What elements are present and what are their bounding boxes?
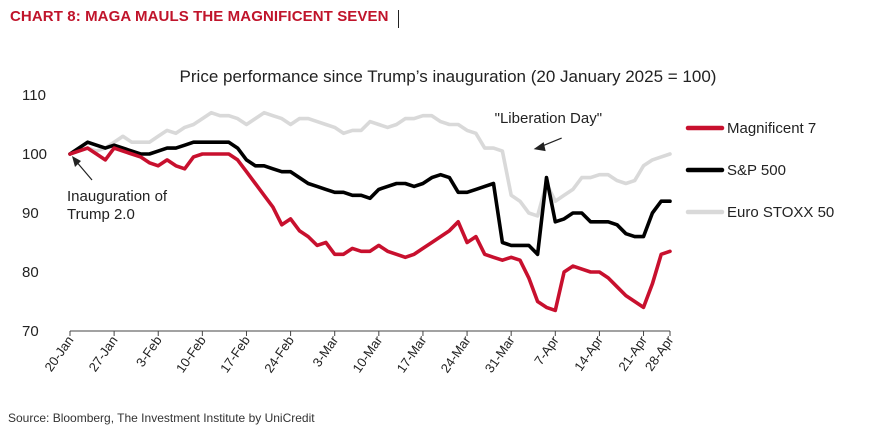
x-axis: 20-Jan 27-Jan 3-Feb 10-Feb 17-Feb 24-Feb 3-Mar… bbox=[41, 330, 677, 376]
x-tick-label: 14-Apr bbox=[571, 333, 606, 374]
magnificent7-line bbox=[68, 146, 672, 313]
y-tick-label: 80 bbox=[22, 264, 39, 281]
x-tick-label: 20-Jan bbox=[41, 333, 76, 374]
x-tick-label: 27-Jan bbox=[85, 333, 120, 374]
x-tick-label: 3-Feb bbox=[133, 333, 165, 369]
liberation-day-arrowhead bbox=[533, 142, 546, 152]
x-tick-label: 17-Mar bbox=[393, 333, 429, 376]
series-layer bbox=[68, 110, 672, 313]
text-cursor bbox=[398, 10, 399, 28]
x-tick-label: 28-Apr bbox=[642, 333, 677, 374]
x-tick-label: 10-Mar bbox=[349, 333, 385, 376]
eurostoxx50-line bbox=[68, 110, 672, 218]
x-tick-label: 3-Mar bbox=[309, 333, 341, 370]
x-tick-label: 7-Apr bbox=[531, 333, 562, 368]
inauguration-label: Inauguration of Trump 2.0 bbox=[67, 188, 168, 223]
x-tick-label: 31-Mar bbox=[482, 333, 518, 376]
legend-label: Euro STOXX 50 bbox=[727, 204, 834, 221]
y-tick-label: 110 bbox=[22, 87, 46, 104]
y-tick-label: 70 bbox=[22, 323, 39, 340]
inauguration-arrowhead bbox=[72, 156, 81, 167]
x-tick-label: 10-Feb bbox=[173, 333, 209, 375]
annotations: Inauguration of Trump 2.0 "Liberation Day" bbox=[67, 110, 602, 223]
y-tick-label: 90 bbox=[22, 205, 39, 222]
chart-subtitle: Price performance since Trump’s inaugura… bbox=[180, 67, 717, 86]
legend-label: Magnificent 7 bbox=[727, 120, 816, 137]
x-tick-label: 17-Feb bbox=[217, 333, 253, 375]
y-axis: 70 80 90 100 110 bbox=[22, 87, 47, 340]
liberation-day-label: "Liberation Day" bbox=[495, 110, 602, 127]
x-tick-label: 24-Feb bbox=[261, 333, 297, 375]
legend: Magnificent 7 S&P 500 Euro STOXX 50 bbox=[685, 120, 834, 221]
x-tick-label: 24-Mar bbox=[438, 333, 474, 376]
y-tick-label: 100 bbox=[22, 146, 47, 163]
sp500-line bbox=[68, 140, 672, 257]
chart-heading: CHART 8: MAGA MAULS THE MAGNIFICENT SEVE… bbox=[10, 8, 389, 25]
source-note: Source: Bloomberg, The Investment Instit… bbox=[8, 411, 315, 425]
legend-label: S&P 500 bbox=[727, 162, 786, 179]
